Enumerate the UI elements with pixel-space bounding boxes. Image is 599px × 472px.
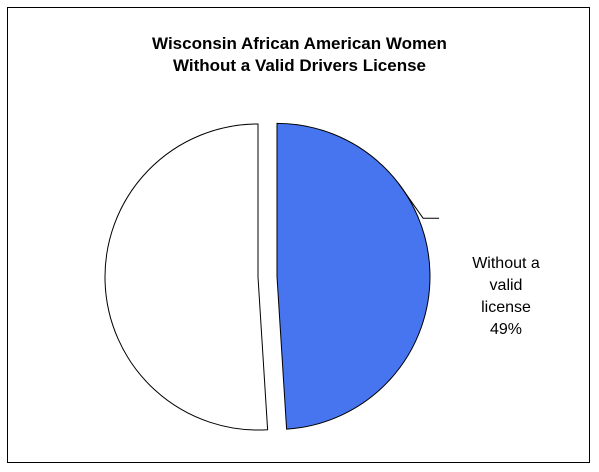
- slice-label-line-2: valid: [489, 277, 523, 294]
- chart-title-line-1: Wisconsin African American Women: [152, 34, 447, 53]
- slice-label-line-1: Without a: [472, 255, 540, 272]
- pie-slice-without-valid-license: [276, 122, 431, 430]
- chart-title-line-2: Without a Valid Drivers License: [172, 56, 427, 75]
- slice-label-line-3: license: [481, 299, 531, 316]
- slice-label-without-valid-license: Without a valid license 49%: [456, 253, 556, 341]
- pie-slice-remainder: [104, 123, 269, 431]
- slice-label-leader-line: [398, 183, 440, 219]
- chart-title: Wisconsin African American Women Without…: [8, 33, 591, 77]
- slice-label-line-4: 49%: [489, 321, 523, 338]
